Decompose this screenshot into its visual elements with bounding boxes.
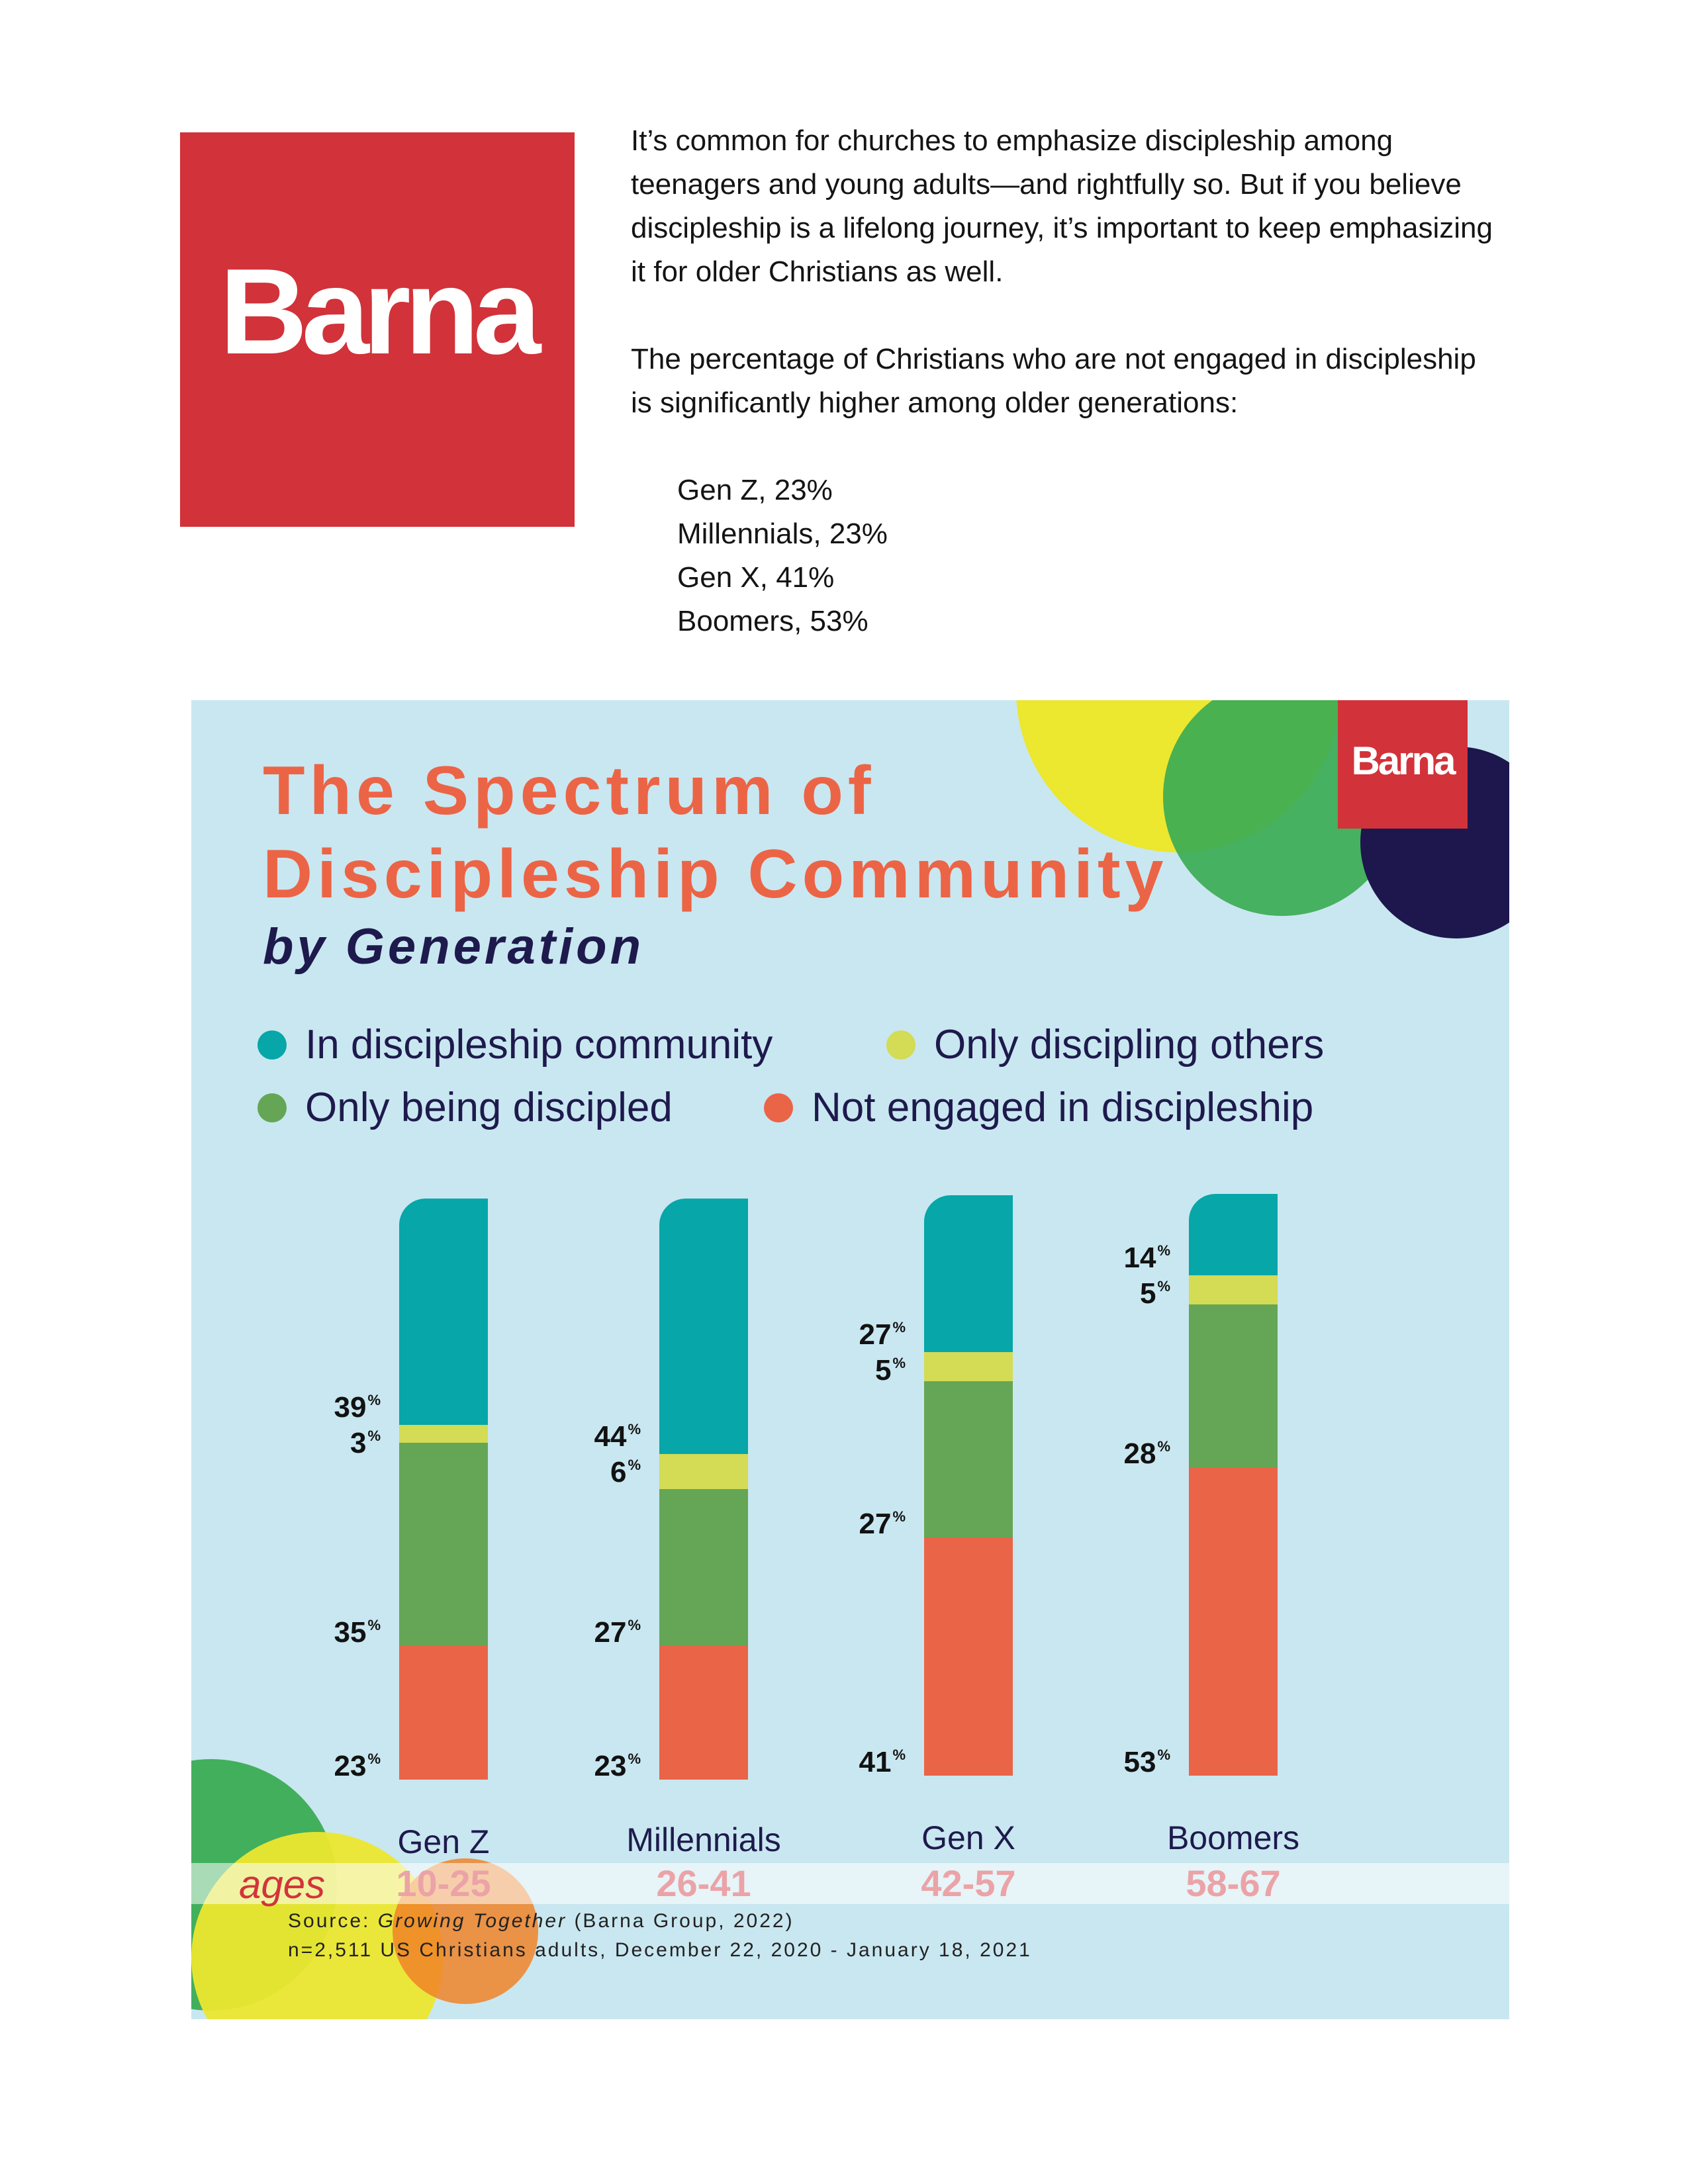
category-label: Boomers: [1166, 1819, 1300, 1856]
intro-paragraph-1: It’s common for churches to emphasize di…: [631, 124, 1493, 288]
data-label: 5%: [874, 1353, 906, 1387]
category-label: Gen Z: [397, 1823, 490, 1860]
bar-segment: [399, 1442, 488, 1647]
legend-label: Only being discipled: [305, 1085, 673, 1130]
list-item: Gen Z, 23%: [677, 474, 833, 506]
intro-paragraph-2: The percentage of Christians who are not…: [631, 343, 1476, 419]
logo-text: Barna: [219, 243, 541, 379]
bar-segment: [399, 1425, 488, 1443]
category-label: Millennials: [626, 1821, 781, 1858]
generation-list: Gen Z, 23% Millennials, 23% Gen X, 41% B…: [631, 469, 1505, 643]
badge-text: Barna: [1351, 739, 1456, 783]
bar-segment: [924, 1381, 1013, 1538]
bar-segment: [399, 1199, 488, 1426]
bar-segment: [924, 1537, 1013, 1776]
data-label: 35%: [334, 1616, 381, 1649]
bar-segment: [1189, 1304, 1278, 1468]
data-label: 23%: [334, 1750, 381, 1782]
data-label: 27%: [859, 1318, 906, 1351]
chart-title-line-2: Discipleship Community: [263, 836, 1168, 913]
bar-segment: [399, 1646, 488, 1780]
data-label: 53%: [1123, 1746, 1170, 1778]
bar-segment: [1189, 1275, 1278, 1304]
data-label: 28%: [1123, 1437, 1170, 1471]
source-title: Growing Together: [377, 1910, 567, 1932]
legend-item: Only being discipled: [258, 1087, 673, 1128]
list-item: Boomers, 53%: [677, 605, 868, 637]
legend-label: Not engaged in discipleship: [812, 1085, 1314, 1130]
source-prefix: Source:: [288, 1910, 378, 1932]
data-label: 27%: [594, 1616, 641, 1649]
data-label: 23%: [594, 1750, 641, 1782]
data-label: 6%: [610, 1456, 641, 1489]
bar-segment: [659, 1199, 748, 1455]
age-band: [191, 1863, 1509, 1904]
bar-segment: [1189, 1467, 1278, 1776]
legend-item: Not engaged in discipleship: [764, 1087, 1313, 1128]
legend-swatch: [886, 1030, 915, 1060]
barna-badge: Barna: [1338, 700, 1468, 829]
legend-swatch: [258, 1030, 287, 1060]
source-suffix: (Barna Group, 2022): [567, 1910, 794, 1932]
sample-line: n=2,511 US Christians adults, December 2…: [288, 1939, 1032, 1961]
data-label: 27%: [859, 1508, 906, 1541]
barna-logo: Barna: [180, 132, 575, 527]
bar-segment: [924, 1351, 1013, 1381]
list-item: Gen X, 41%: [677, 561, 835, 594]
category-label: Gen X: [921, 1819, 1015, 1856]
source-line: Source: Growing Together (Barna Group, 2…: [288, 1911, 794, 1931]
bar-segment: [924, 1195, 1013, 1352]
ages-label: ages: [239, 1862, 326, 1907]
chart-title-line-1: The Spectrum of: [263, 752, 876, 829]
legend-label: Only discipling others: [934, 1022, 1325, 1068]
infographic: Barna The Spectrum of Discipleship Commu…: [191, 700, 1509, 2019]
legend-swatch: [258, 1093, 287, 1122]
legend-item: Only discipling others: [886, 1024, 1324, 1066]
bar-segment: [659, 1646, 748, 1780]
chart-subtitle: by Generation: [263, 919, 644, 975]
bar-segment: [659, 1489, 748, 1647]
bar-segment: [659, 1454, 748, 1489]
data-label: 41%: [859, 1746, 906, 1778]
data-label: 5%: [1139, 1277, 1170, 1310]
bar-segment: [1189, 1194, 1278, 1276]
legend-item: In discipleship community: [258, 1024, 773, 1066]
legend-swatch: [764, 1093, 793, 1122]
data-label: 3%: [350, 1427, 381, 1460]
legend-label: In discipleship community: [305, 1022, 773, 1068]
data-label: 39%: [334, 1391, 381, 1424]
data-label: 44%: [594, 1420, 641, 1453]
intro-text: It’s common for churches to emphasize di…: [631, 119, 1505, 643]
data-label: 14%: [1123, 1242, 1170, 1275]
list-item: Millennials, 23%: [677, 518, 888, 550]
